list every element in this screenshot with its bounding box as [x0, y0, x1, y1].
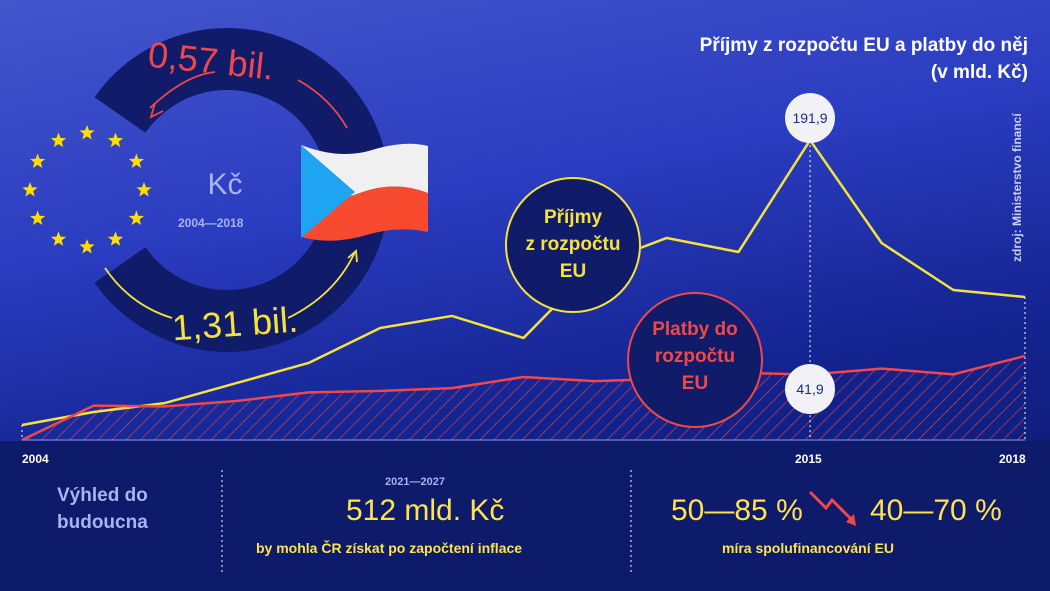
- x-tick-2015: 2015: [795, 452, 822, 466]
- label-line: rozpočtu: [654, 346, 736, 367]
- star-icon: [107, 231, 124, 246]
- chart-title: Příjmy z rozpočtu EU a platby do něj (v …: [699, 35, 1028, 83]
- star-icon: [136, 182, 152, 197]
- star-icon: [30, 153, 46, 168]
- x-tick-2004: 2004: [22, 452, 49, 466]
- eu-stars-icon: [22, 125, 152, 254]
- payments-arrow-right: [297, 79, 348, 129]
- label-line: Příjmy: [543, 207, 603, 228]
- cofinancing-note: míra spolufinancování EU: [722, 540, 894, 556]
- star-icon: [107, 132, 124, 148]
- decrease-arrow-icon: [808, 490, 854, 522]
- payments-area: [22, 355, 1025, 440]
- star-icon: [128, 153, 144, 168]
- arrowhead-icon: [149, 102, 164, 119]
- receipts-total: 1,31 bil.: [171, 299, 300, 349]
- star-icon: [50, 132, 67, 148]
- label-line: EU: [681, 373, 709, 394]
- bottom-panel: [0, 441, 1050, 591]
- star-icon: [22, 182, 38, 197]
- peak-value-label: 191,9: [792, 110, 827, 126]
- cofinancing-before: 50—85 %: [671, 494, 803, 527]
- label-line: EU: [559, 261, 587, 282]
- period-label: 2004—2018: [178, 216, 244, 230]
- star-icon: [79, 239, 95, 254]
- outlook-amount-note: by mohla ČR získat po započtení inflace: [256, 540, 523, 556]
- outlook-amount: 512 mld. Kč: [346, 494, 505, 527]
- receipts-label-circle: [505, 177, 641, 313]
- star-icon: [79, 125, 95, 140]
- x-tick-2018: 2018: [999, 452, 1026, 466]
- star-icon: [30, 210, 46, 225]
- payments-arrow-left: [149, 71, 216, 109]
- payments-2015-value-label: 41,9: [796, 381, 823, 397]
- source-note: zdroj: Ministerstvo financí: [1010, 113, 1024, 262]
- star-icon: [50, 231, 67, 246]
- payments-label-circle: [627, 292, 763, 428]
- peak-bubble: [785, 93, 835, 143]
- label-line: Platby do: [652, 319, 738, 340]
- cofinancing-after: 40—70 %: [870, 494, 1002, 527]
- receipts-arrow-left: [104, 267, 173, 319]
- outlook-period: 2021—2027: [385, 476, 445, 488]
- outlook-heading: Výhled do budoucna: [57, 482, 148, 536]
- arrowhead-icon: [846, 514, 856, 526]
- payments-2015-bubble: [785, 364, 835, 414]
- label-line: z rozpočtu: [525, 234, 621, 255]
- payments-series-label: Platby do rozpočtu EU: [630, 316, 760, 397]
- label-line: budoucna: [57, 512, 148, 533]
- czech-flag-icon: [301, 143, 428, 241]
- arrowhead-icon: [347, 249, 358, 263]
- receipts-series-label: Příjmy z rozpočtu EU: [508, 204, 638, 285]
- label-line: Výhled do: [57, 485, 148, 506]
- currency-label: Kč: [207, 168, 243, 201]
- star-icon: [128, 210, 144, 225]
- receipts-arrow-right: [287, 251, 356, 319]
